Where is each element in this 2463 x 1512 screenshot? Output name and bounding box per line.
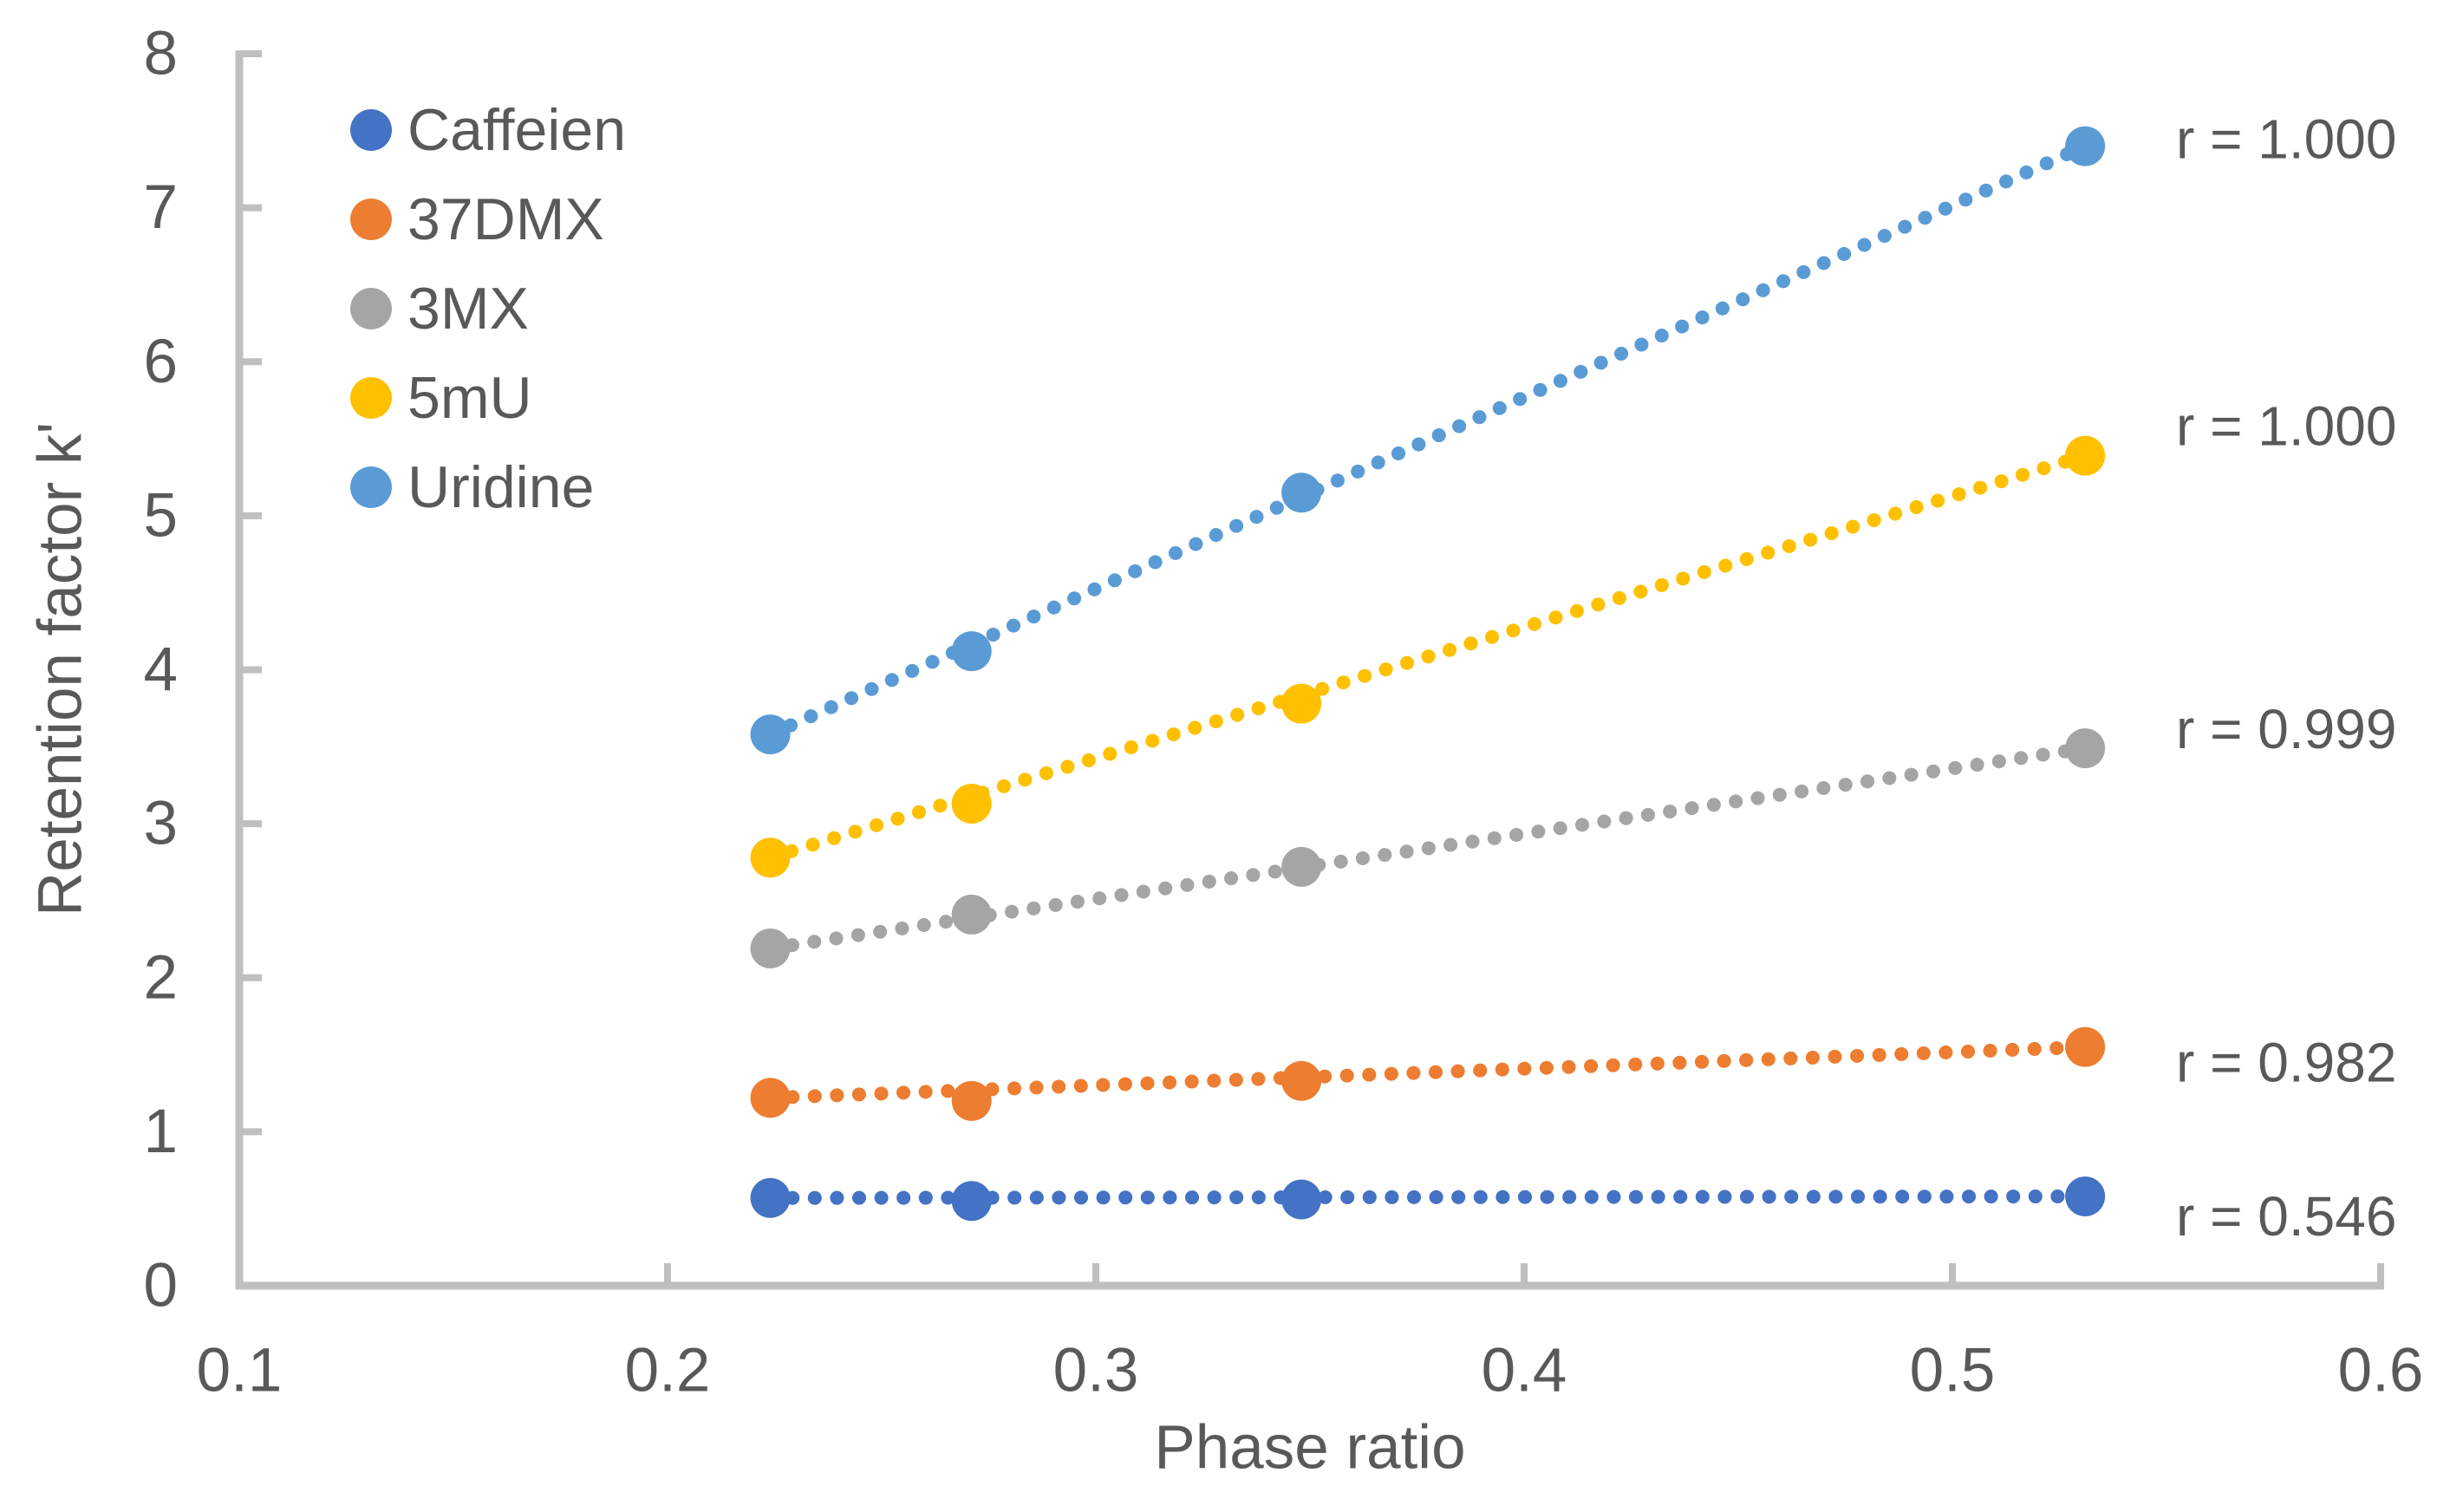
legend-marker-caffeien (350, 109, 392, 151)
legend-item-37dmx: 37DMX (350, 186, 604, 252)
r-value-label-3mx: r = 0.999 (2176, 698, 2396, 760)
data-point-37dmx (951, 1080, 992, 1121)
trendline-37dmx (763, 1040, 2093, 1105)
data-point-3mx (2065, 728, 2106, 769)
y-tick-label: 4 (144, 635, 179, 704)
data-point-37dmx (750, 1078, 791, 1118)
x-tick-label: 0.1 (197, 1337, 283, 1405)
y-tick-label: 8 (144, 20, 179, 88)
legend-label-37dmx: 37DMX (407, 186, 604, 252)
legend-marker-3mx (350, 288, 392, 329)
x-tick-label: 0.6 (2338, 1337, 2424, 1405)
series-caffeien (750, 1176, 2106, 1222)
data-point-3mx (951, 894, 992, 935)
y-tick-label: 1 (144, 1098, 179, 1166)
series-37dmx (750, 1026, 2106, 1121)
y-tick-label: 5 (144, 481, 179, 550)
x-axis-title: Phase ratio (1154, 1414, 1465, 1483)
r-value-label-caffeien: r = 0.546 (2176, 1185, 2396, 1248)
data-point-5mu (951, 784, 992, 824)
data-point-37dmx (1281, 1060, 1322, 1101)
series-3mx (750, 728, 2106, 969)
data-point-5mu (2065, 435, 2106, 476)
legend-marker-uridine (350, 466, 392, 508)
legend: Caffeien 37DMX 3MX 5mU Uridine (350, 97, 626, 520)
y-tick-label: 7 (144, 173, 179, 242)
x-tick-label: 0.2 (625, 1337, 711, 1405)
data-point-uridine (2065, 126, 2106, 166)
y-tick-label: 6 (144, 328, 179, 396)
legend-label-caffeien: Caffeien (407, 97, 626, 163)
legend-item-3mx: 3MX (350, 276, 529, 342)
legend-item-uridine: Uridine (350, 454, 594, 520)
r-value-label-5mu: r = 1.000 (2176, 395, 2396, 458)
data-point-uridine (951, 631, 992, 672)
annotation-layer: r = 0.546 r = 0.982 r = 0.999 r = 1.000 r = … (2176, 108, 2396, 1248)
x-tick-label: 0.3 (1053, 1337, 1139, 1405)
data-point-caffeien (750, 1177, 791, 1218)
data-point-caffeien (951, 1181, 992, 1222)
legend-marker-37dmx (350, 199, 392, 240)
data-point-5mu (1281, 683, 1322, 724)
legend-label-uridine: Uridine (407, 454, 594, 520)
data-point-37dmx (2065, 1026, 2106, 1067)
data-point-caffeien (2065, 1176, 2106, 1216)
y-tick-label: 3 (144, 790, 179, 858)
r-value-label-37dmx: r = 0.982 (2176, 1032, 2396, 1094)
tick-labels: 0 1 2 3 4 5 6 7 8 0.1 0.2 0.3 0.4 0.5 0.6 (144, 20, 2424, 1405)
data-point-5mu (750, 837, 791, 878)
x-tick-label: 0.5 (1910, 1337, 1996, 1405)
trendline-5mu (763, 448, 2093, 865)
legend-label-3mx: 3MX (407, 276, 529, 342)
axes (235, 50, 2384, 1290)
data-point-3mx (750, 929, 791, 969)
y-tick-label: 2 (144, 943, 179, 1012)
series-uridine (750, 126, 2106, 755)
data-point-uridine (1281, 472, 1322, 513)
x-tick-label: 0.4 (1482, 1337, 1567, 1405)
legend-marker-5mu (350, 377, 392, 419)
y-tick-label: 0 (144, 1252, 179, 1320)
data-point-3mx (1281, 846, 1322, 887)
trendline-uridine (763, 139, 2093, 742)
data-point-uridine (750, 714, 791, 755)
data-point-caffeien (1281, 1179, 1322, 1220)
series-5mu (750, 435, 2106, 878)
r-value-label-uridine: r = 1.000 (2176, 108, 2396, 171)
legend-item-caffeien: Caffeien (350, 97, 626, 163)
legend-label-5mu: 5mU (407, 365, 532, 431)
y-axis-title: Retention factor k' (27, 422, 95, 916)
legend-item-5mu: 5mU (350, 365, 532, 431)
series-layer (750, 126, 2106, 1222)
